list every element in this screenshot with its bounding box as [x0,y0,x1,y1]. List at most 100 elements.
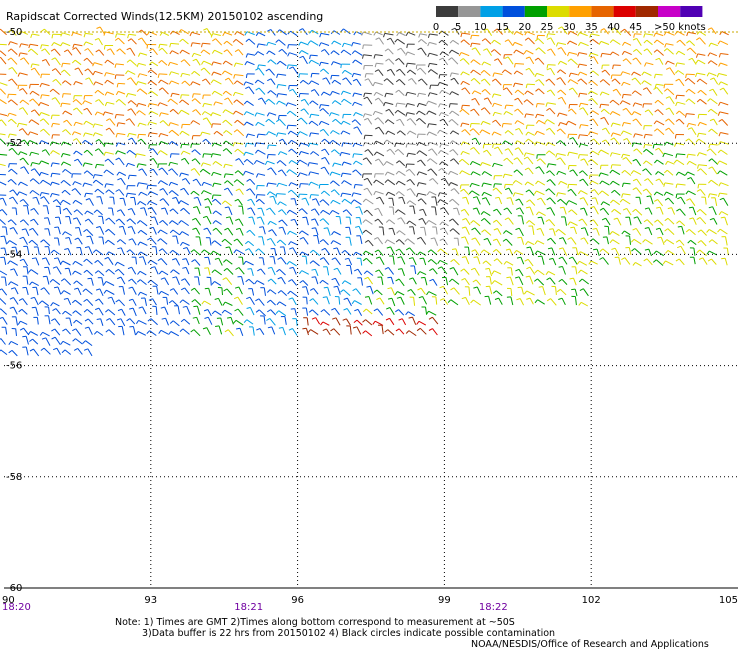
wind-barb [137,37,148,46]
wind-barb [373,140,384,146]
wind-barb [384,266,395,275]
wind-barb [225,246,233,255]
wind-barb [72,181,82,186]
wind-barb [289,247,298,256]
wind-barb [204,256,211,265]
wind-barb [84,48,94,56]
wind-barb [104,183,114,188]
wind-barb [0,218,6,225]
wind-barb [191,52,202,58]
wind-barb [60,161,72,166]
wind-barb [277,290,288,296]
wind-barb [160,306,169,316]
wind-barb [19,219,29,226]
chart-title: Rapidscat Corrected Winds(12.5KM) 201501… [6,10,323,23]
wind-barb [340,130,351,135]
wind-barb [287,189,298,197]
wind-barb [234,148,245,155]
wind-barb [224,227,234,236]
wind-barb [362,319,373,326]
wind-barb [278,209,287,216]
wind-barb [39,128,51,136]
wind-barb [223,187,233,196]
wind-barb [167,98,179,105]
wind-barb [275,310,287,317]
wind-barb [42,205,50,215]
wind-barb [235,218,244,227]
wind-barb [362,157,372,165]
wind-barb [193,305,201,315]
wind-barb [178,200,189,206]
wind-barb [395,328,405,335]
legend-swatch [480,6,503,17]
wind-barb [340,192,352,198]
wind-barb [221,70,233,76]
wind-barb [352,78,362,86]
wind-barb [276,100,286,105]
wind-barb [224,329,234,337]
wind-barb [168,331,180,337]
wind-barb [180,318,191,325]
wind-barb [364,73,374,78]
wind-barb [323,286,331,297]
wind-barb [62,310,72,317]
wind-barb [353,112,363,117]
wind-barb [201,42,211,48]
wind-barb [73,319,83,325]
wind-barb [39,118,50,125]
wind-barb [269,256,276,265]
wind-barb [22,335,29,345]
wind-barb [331,40,342,46]
wind-barb [310,72,320,78]
wind-barb [322,328,331,336]
wind-barb [362,173,372,178]
wind-barb [266,191,277,196]
wind-barb [102,111,114,116]
wind-barb [17,72,28,77]
wind-barb [127,77,137,86]
wind-barb [162,296,169,305]
wind-barb [201,111,212,117]
wind-barb [62,207,73,216]
wind-barb [92,249,104,256]
wind-barb [105,217,116,225]
wind-barb [364,78,374,86]
wind-barb [265,68,275,76]
wind-barb [126,249,136,256]
wind-barb [92,123,103,128]
wind-barb [28,227,39,236]
wind-barb [299,79,309,85]
wind-barb [429,177,439,185]
wind-barb [192,178,202,186]
wind-barb [126,218,137,225]
wind-barb [235,158,245,166]
wind-barb [0,99,7,105]
wind-barb [72,270,82,276]
wind-barb [92,62,103,67]
wind-barb [84,68,94,76]
wind-barb [190,167,201,176]
wind-barb [385,108,395,116]
wind-barb [115,33,126,38]
wind-barb [93,209,103,216]
wind-barb [416,150,428,157]
wind-barb [386,68,396,76]
wind-barb [32,196,40,205]
wind-barb [374,249,384,256]
wind-barb [309,132,319,137]
wind-barb [8,147,18,155]
wind-barb [19,236,28,245]
wind-barb [301,197,310,206]
wind-barb [417,39,428,45]
wind-barb [211,90,223,97]
wind-barb [9,306,18,315]
wind-barb [308,181,319,186]
wind-barb [406,69,417,75]
wind-barb [372,110,383,116]
wind-barb [215,325,223,335]
legend-swatch [547,6,570,17]
wind-barb [332,118,342,125]
wind-barb [266,237,276,247]
wind-barb [168,300,179,307]
wind-barb [406,130,417,135]
